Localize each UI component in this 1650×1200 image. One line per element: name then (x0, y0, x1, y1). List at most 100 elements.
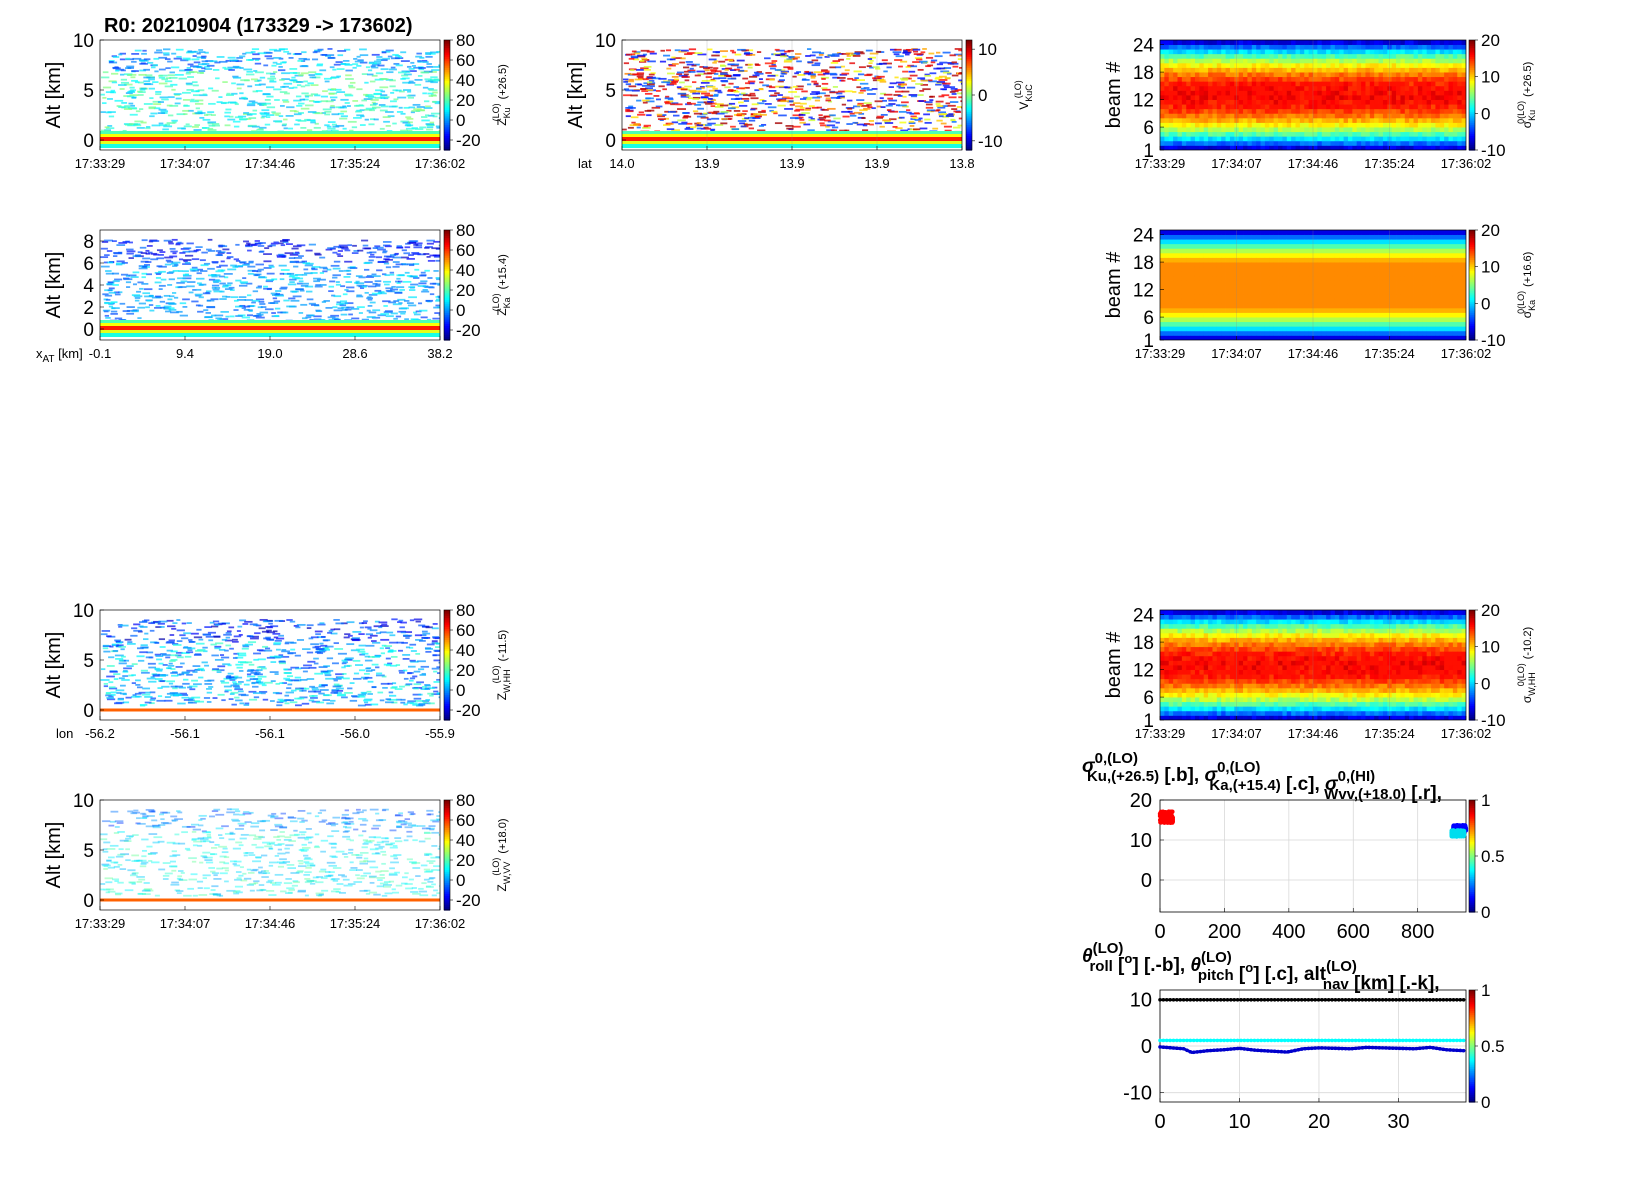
heatmap-cell (201, 251, 208, 254)
heatmap-cell (1391, 127, 1397, 133)
heatmap-cell (759, 113, 767, 116)
heatmap-cell (1448, 113, 1454, 119)
heatmap-cell (1194, 113, 1200, 119)
heatmap-cell (1234, 90, 1240, 96)
heatmap-cell (841, 110, 850, 113)
heatmap-cell (382, 300, 391, 303)
heatmap-cell (1243, 62, 1248, 68)
heatmap-cell (1260, 140, 1266, 146)
heatmap-cell (1247, 62, 1253, 68)
heatmap-cell (145, 127, 151, 130)
heatmap-cell (1181, 108, 1187, 114)
colorbar-segment (444, 323, 450, 326)
heatmap-cell (379, 109, 388, 112)
heatmap-cell (1221, 117, 1226, 123)
heatmap-cell (379, 127, 385, 130)
heatmap-cell (208, 278, 216, 281)
heatmap-cell (712, 51, 720, 53)
heatmap-cell (1203, 127, 1209, 133)
colorbar-segment (444, 54, 450, 58)
heatmap-cell (383, 120, 390, 123)
heatmap-cell (1199, 67, 1205, 73)
heatmap-cell (185, 254, 194, 257)
heatmap-cell (1452, 136, 1458, 142)
heatmap-cell (1369, 99, 1375, 105)
heatmap-cell (160, 306, 166, 309)
heatmap-cell (1439, 122, 1445, 128)
heatmap-cell (1199, 104, 1205, 110)
heatmap-cell (347, 244, 352, 247)
heatmap-cell (1269, 49, 1275, 55)
heatmap-cell (1278, 140, 1283, 146)
colorbar-segment (444, 285, 450, 288)
heatmap-cell (830, 96, 840, 99)
colorbar-segment (444, 144, 450, 147)
heatmap-cell (317, 48, 324, 51)
heatmap-cell (1238, 145, 1244, 150)
heatmap-cell (126, 286, 131, 288)
heatmap-cell (1177, 58, 1183, 64)
heatmap-cell (371, 273, 377, 276)
heatmap-cell (1452, 58, 1458, 64)
heatmap-cell (1439, 99, 1445, 105)
heatmap-cell (753, 71, 759, 74)
heatmap-cell (1164, 99, 1170, 105)
heatmap-cell (955, 111, 962, 113)
heatmap-cell (182, 109, 190, 112)
heatmap-cell (420, 274, 427, 277)
heatmap-cell (225, 315, 230, 318)
heatmap-cell (908, 94, 918, 96)
heatmap-cell (1413, 127, 1419, 133)
heatmap-cell (300, 303, 308, 306)
heatmap-cell (1330, 145, 1336, 150)
heatmap-cell (1229, 145, 1235, 150)
heatmap-cell (266, 95, 274, 98)
heatmap-cell (169, 104, 179, 107)
heatmap-cell (1243, 108, 1248, 114)
colorbar-segment (1469, 111, 1475, 114)
heatmap-cell (1431, 117, 1436, 123)
colorbar-segment (966, 133, 972, 136)
heatmap-cell (1247, 90, 1253, 96)
heatmap-cell (1339, 104, 1344, 110)
heatmap-cell (1238, 122, 1244, 128)
heatmap-cell (1457, 72, 1463, 78)
heatmap-cell (1457, 140, 1463, 146)
heatmap-cell (286, 106, 295, 109)
heatmap-cell (815, 92, 820, 95)
heatmap-cell (671, 102, 679, 105)
heatmap-cell (1160, 303, 1165, 309)
heatmap-cell (300, 72, 309, 75)
heatmap-cell (1431, 40, 1436, 45)
heatmap-cell (1221, 58, 1226, 64)
heatmap-cell (672, 79, 679, 82)
heatmap-cell (1391, 44, 1397, 50)
heatmap-cell (1229, 67, 1235, 73)
heatmap-cell (1260, 40, 1266, 45)
heatmap-cell (856, 79, 865, 82)
colorbar-segment (966, 100, 972, 103)
heatmap-cell (1374, 136, 1379, 142)
heatmap-cell (312, 58, 319, 61)
heatmap-cell (1422, 104, 1428, 110)
heatmap-cell (829, 91, 839, 94)
heatmap-cell (1160, 49, 1165, 55)
heatmap-cell (671, 81, 677, 84)
heatmap-cell (1269, 90, 1275, 96)
y-tick-label: 18 (1133, 63, 1154, 84)
heatmap-cell (1365, 145, 1371, 150)
heatmap-cell (1452, 131, 1458, 137)
heatmap-cell (627, 107, 636, 109)
heatmap-cell (749, 53, 756, 56)
heatmap-cell (956, 92, 962, 95)
heatmap-cell (305, 249, 313, 252)
heatmap-cell (204, 114, 209, 116)
heatmap-cell (1212, 104, 1218, 110)
heatmap-cell (1334, 104, 1340, 110)
heatmap-cell (314, 73, 322, 75)
heatmap-cell (751, 103, 759, 106)
heatmap-cell (1400, 58, 1406, 64)
heatmap-cell (1251, 58, 1257, 64)
heatmap-cell (1426, 53, 1432, 59)
heatmap-cell (1448, 44, 1454, 50)
